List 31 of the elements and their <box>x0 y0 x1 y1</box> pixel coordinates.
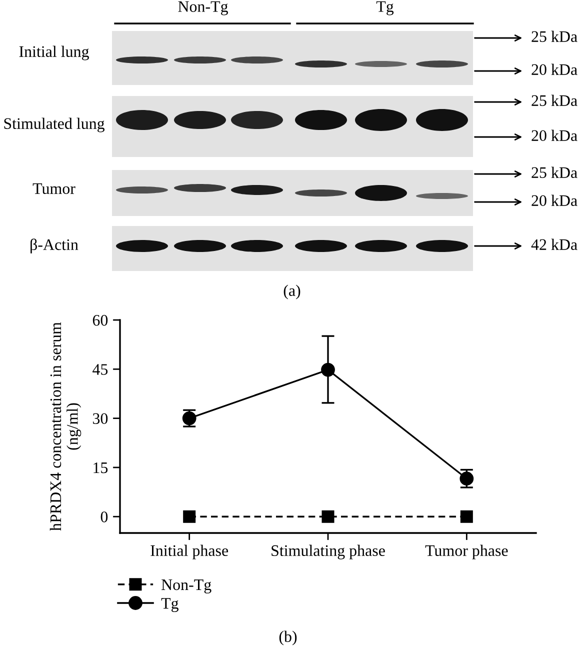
x-tick-label: Stimulating phase <box>272 544 385 560</box>
y-tick-label: 60 <box>92 314 108 326</box>
text: 20 kDa <box>532 130 578 141</box>
text: (b) <box>279 630 297 646</box>
text: Initial lung <box>19 46 89 60</box>
text: Tumor <box>32 183 76 194</box>
point <box>322 510 334 523</box>
point <box>321 362 335 377</box>
text: Non-Tg <box>178 1 228 16</box>
text: β-Actin <box>30 238 78 254</box>
point <box>460 510 473 523</box>
text: (a) <box>284 284 300 300</box>
point <box>183 510 196 523</box>
text: 20 kDa <box>532 194 578 206</box>
text: Tg <box>376 1 394 16</box>
text: 20 kDa <box>532 64 578 75</box>
text: Stimulated lung <box>4 118 104 132</box>
legend-label: Non-Tg <box>162 580 212 594</box>
y-tick-label: 30 <box>92 413 108 424</box>
y-tick-label: 15 <box>94 462 108 474</box>
text: 25 kDa <box>532 94 578 106</box>
text: 25 kDa <box>532 30 578 42</box>
text: 25 kDa <box>532 166 578 178</box>
y-axis-title: hPRDX4 concentration in serum (ng/ml) <box>50 322 82 531</box>
y-tick-label: 45 <box>92 364 108 375</box>
point <box>460 472 474 486</box>
x-tick-label: Tumor phase <box>425 544 508 560</box>
y-tick-label: 0 <box>100 512 108 522</box>
legend-label: Tg <box>161 598 178 612</box>
x-tick-label: Initial phase <box>150 544 228 560</box>
text: 42 kDa <box>531 238 578 250</box>
